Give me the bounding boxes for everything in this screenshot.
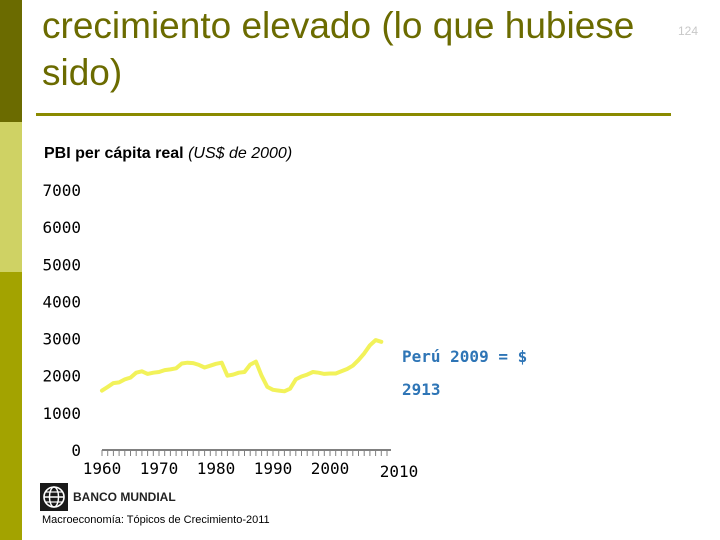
x-tick-label: 1980 xyxy=(197,459,236,478)
y-axis-labels: 0 1000 2000 3000 4000 5000 6000 7000 xyxy=(42,181,81,460)
slide-title: crecimiento elevado (lo que hubiese sido… xyxy=(42,5,635,93)
y-tick-label: 6000 xyxy=(42,218,81,237)
y-tick-label: 2000 xyxy=(42,367,81,386)
x-axis-labels: 1960 1970 1980 1990 2000 2010 xyxy=(83,459,419,481)
x-axis xyxy=(101,449,391,456)
chart-title: PBI per cápita real (US$ de 2000) xyxy=(44,145,292,163)
y-tick-label: 3000 xyxy=(42,330,81,349)
y-tick-label: 1000 xyxy=(42,404,81,423)
y-tick-label: 5000 xyxy=(42,255,81,274)
title-divider xyxy=(36,113,671,116)
annotation-line-2: 2913 xyxy=(402,380,441,399)
slide-number: 124 xyxy=(677,24,698,38)
annotation-line-1: Perú 2009 = $ xyxy=(402,347,528,366)
chart-title-units: (US$ de 2000) xyxy=(188,145,293,162)
y-tick-label: 4000 xyxy=(42,292,81,311)
annotation-peru-2009: Perú 2009 = $ 2913 xyxy=(402,347,527,399)
world-bank-logo: BANCO MUNDIAL xyxy=(40,483,176,511)
x-tick-label: 2010 xyxy=(380,462,419,481)
globe-icon xyxy=(40,483,68,511)
series-line-peru-gdp xyxy=(100,338,384,394)
x-tick-label: 2000 xyxy=(311,459,350,478)
chart-title-main: PBI per cápita real xyxy=(44,145,184,162)
sidebar-stripe xyxy=(0,0,22,540)
sidebar-segment-light xyxy=(0,122,22,272)
footer-text: Macroeconomía: Tópicos de Crecimiento-20… xyxy=(42,514,270,526)
y-tick-label: 7000 xyxy=(42,181,81,200)
x-tick-label: 1990 xyxy=(254,459,293,478)
x-tick-label: 1970 xyxy=(140,459,179,478)
x-minor-ticks xyxy=(101,450,388,456)
sidebar-segment-olive xyxy=(0,272,22,540)
sidebar-segment-dark xyxy=(0,0,22,122)
y-tick-label: 0 xyxy=(71,441,81,460)
x-tick-label: 1960 xyxy=(83,459,122,478)
logo-text: BANCO MUNDIAL xyxy=(73,490,176,504)
